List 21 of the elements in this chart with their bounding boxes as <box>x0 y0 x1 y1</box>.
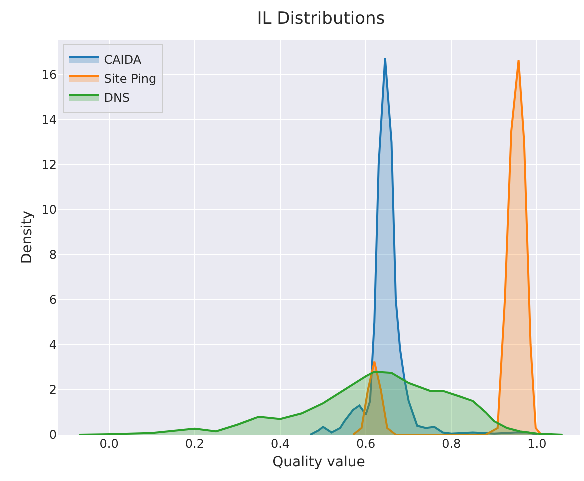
x-tick-label: 0.8 <box>442 437 462 451</box>
x-tick-label: 0.6 <box>356 437 376 451</box>
y-tick-label: 16 <box>42 68 57 82</box>
y-tick-label: 14 <box>42 113 57 128</box>
x-tick-label: 0.0 <box>100 437 119 451</box>
x-tick-label: 1.0 <box>528 437 547 451</box>
y-tick-label: 12 <box>42 158 57 172</box>
x-tick-label: 0.4 <box>270 437 290 451</box>
y-tick-label: 10 <box>42 203 57 218</box>
x-axis-title: Quality value <box>272 454 366 470</box>
y-tick-label: 4 <box>49 338 57 352</box>
y-tick-label: 0 <box>49 428 57 442</box>
legend-label: Site Ping <box>104 72 157 86</box>
y-tick-label: 8 <box>49 248 57 262</box>
y-axis-title: Density <box>19 210 36 264</box>
y-tick-label: 6 <box>49 293 57 308</box>
x-tick-label: 0.2 <box>185 437 204 451</box>
chart-title: IL Distributions <box>257 8 386 29</box>
y-tick-label: 2 <box>49 383 57 398</box>
legend-label: CAIDA <box>104 53 142 68</box>
legend-label: DNS <box>104 91 130 106</box>
